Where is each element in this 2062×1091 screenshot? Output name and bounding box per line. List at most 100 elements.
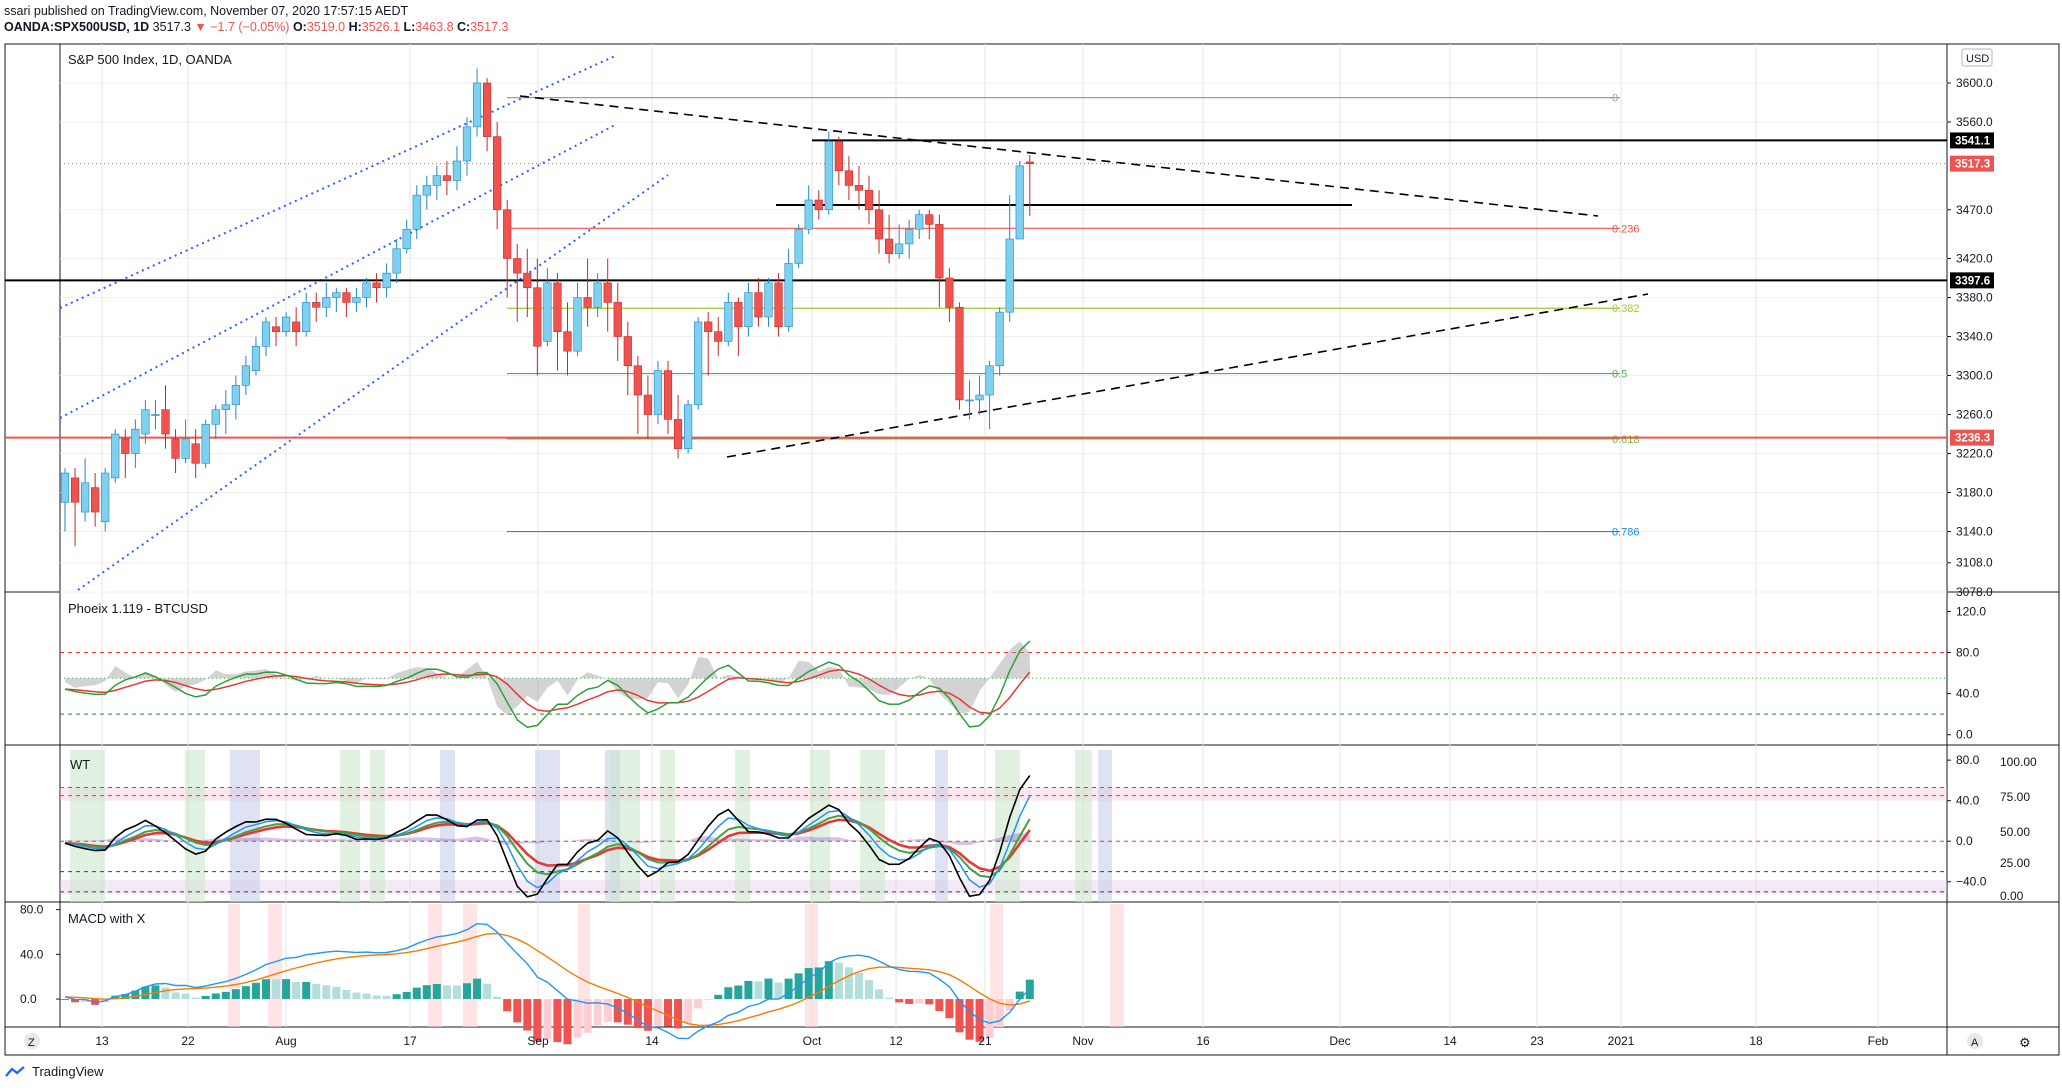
candle-body: [714, 331, 723, 342]
candle-body: [653, 370, 663, 415]
candle-body: [372, 282, 381, 289]
price-tick-label: 3470.0: [1956, 203, 1993, 217]
candle-body: [824, 141, 833, 211]
time-axis-label: 22: [181, 1034, 195, 1048]
candle-body: [60, 472, 70, 503]
macd-histogram-bar: [975, 999, 984, 1042]
candle-body: [452, 160, 462, 181]
symbol-ohlc-line: OANDA:SPX500USD, 1D 3517.3 ▼ −1.7 (−0.05…: [4, 19, 508, 35]
wt-signal-band: [1098, 750, 1112, 902]
macd-histogram-bar: [493, 996, 502, 1000]
price-tick-label: 3140.0: [1956, 525, 1993, 539]
time-axis-label: Sep: [527, 1034, 549, 1048]
macd-histogram-bar: [965, 999, 974, 1040]
candle-body: [472, 82, 482, 128]
macd-histogram-bar: [111, 995, 120, 1000]
macd-histogram-bar: [613, 999, 622, 1023]
price-tick-label: 3340.0: [1956, 330, 1993, 344]
chart-frame: [4, 43, 2060, 1056]
candle-body: [884, 238, 894, 254]
macd-histogram-bar: [824, 961, 833, 1000]
candle-body: [613, 302, 622, 337]
candle-body: [81, 482, 90, 513]
candle-body: [523, 272, 532, 289]
candle-body: [533, 287, 542, 347]
macd-histogram-bar: [372, 995, 381, 1000]
candle-body: [101, 472, 110, 523]
macd-histogram-bar: [925, 999, 934, 1005]
candle-body: [724, 302, 733, 342]
wt-signal-band: [660, 750, 675, 902]
macd-pane-title: MACD with X: [68, 911, 146, 926]
candle-body: [673, 419, 683, 449]
candle-body: [955, 306, 964, 401]
fib-level-label: 0.618: [1612, 434, 1640, 446]
phoenix-main-line: [64, 640, 1031, 729]
macd-histogram-bar: [402, 991, 411, 1000]
time-axis-label: 12: [889, 1034, 903, 1048]
footer: TradingView: [4, 1064, 104, 1079]
candle-body: [774, 282, 783, 328]
candle-body: [593, 282, 602, 308]
macd-histogram-bar: [211, 993, 220, 1000]
macd-histogram-bar: [332, 986, 341, 1000]
fib-level-label: 0.786: [1612, 527, 1640, 539]
candle-body: [111, 433, 120, 479]
phoenix-tick-label: 80.0: [1956, 646, 1980, 660]
candle-body: [995, 311, 1004, 367]
wt-signal-band: [440, 750, 455, 902]
macd-histogram-bar: [171, 992, 180, 1000]
candle-body: [362, 282, 371, 298]
candle-body: [121, 438, 130, 454]
chart-canvas[interactable]: Z A ⚙ 3600.0 3560.0 3470.0 3420.0 3380.0 3340.0 3…: [0, 0, 2062, 1060]
footer-brand[interactable]: TradingView: [32, 1064, 104, 1079]
candle-body: [442, 175, 452, 181]
wt-signal-band: [535, 750, 560, 902]
macd-histogram-bar: [643, 999, 652, 1031]
phoenix-pane-title: Phoeix 1.119 - BTCUSD: [68, 601, 208, 616]
macd-histogram-bar: [844, 967, 853, 1000]
wt-signal-band: [230, 750, 260, 902]
candle-body: [844, 170, 853, 186]
macd-histogram-bar: [935, 999, 944, 1012]
price-tick-label: 3600.0: [1956, 76, 1993, 90]
macd-histogram-bar: [312, 983, 321, 1000]
candle-body: [302, 302, 311, 332]
candle-body: [161, 409, 170, 435]
price-badge: [1950, 132, 1994, 149]
candle-body: [834, 141, 843, 172]
time-axis-label: 17: [403, 1034, 417, 1048]
macd-histogram-bar: [141, 986, 150, 1000]
macd-histogram-bar: [523, 999, 532, 1031]
macd-histogram-bar: [241, 986, 250, 1000]
macd-histogram-bar: [684, 999, 693, 1023]
candle-body: [643, 394, 652, 415]
wt-signal-band: [370, 750, 385, 902]
wt-tick-label: 40.0: [1956, 794, 1980, 808]
candle-body: [131, 428, 140, 454]
candle-body: [694, 321, 703, 406]
price-tick-label: 3220.0: [1956, 447, 1993, 461]
wt-tick-label: −40.0: [1956, 875, 1987, 889]
candle-body: [663, 370, 673, 420]
channel-lower-line: [77, 174, 669, 591]
wt-black-line: [64, 775, 1031, 898]
macd-histogram-bar: [553, 999, 562, 1043]
candle-body: [503, 209, 512, 259]
price-badge-label: 3397.6: [1955, 275, 1990, 287]
candle-body: [553, 282, 562, 332]
candle-body: [231, 384, 240, 406]
candle-body: [332, 292, 341, 298]
candle-body: [764, 282, 773, 318]
candle-body: [1015, 165, 1024, 240]
candle-body: [563, 331, 572, 352]
macd-histogram-bar: [191, 997, 200, 1000]
macd-histogram-bar: [483, 983, 492, 1000]
currency-badge: [1961, 48, 1993, 67]
wt-right-tick-label: 0.00: [2000, 889, 2024, 903]
macd-tick-label: 80.0: [20, 903, 44, 917]
macd-histogram-bar: [724, 987, 733, 1000]
macd-histogram-bar: [674, 999, 683, 1029]
candle-body: [965, 399, 974, 402]
macd-histogram-bar: [955, 999, 964, 1033]
